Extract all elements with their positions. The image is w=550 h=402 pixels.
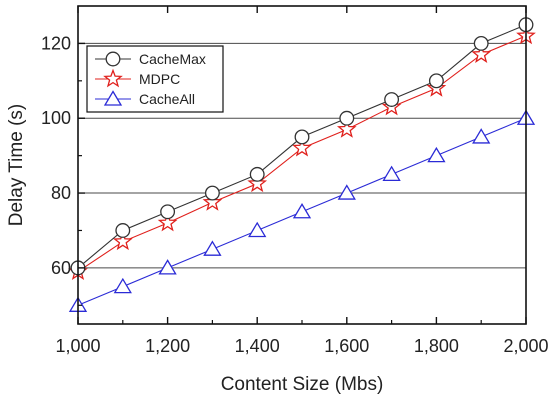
y-tick-label: 120 — [41, 33, 71, 53]
cachemax-point — [204, 185, 220, 201]
axis-ticks: 60 80 100 120 1,000 1,200 1,400 1,600 1,800 2,000 — [41, 6, 549, 356]
cacheall-point — [113, 277, 132, 294]
x-axis-title: Content Size (Mbs) — [221, 374, 384, 395]
cacheall-point — [337, 184, 356, 200]
x-tick-label: 1,200 — [145, 336, 190, 356]
x-tick-label: 1,600 — [324, 336, 369, 356]
mdpc-point — [247, 173, 268, 193]
x-tick-label: 1,400 — [235, 336, 280, 356]
cachemax-point — [428, 73, 444, 89]
cachemax-point — [339, 110, 355, 126]
y-tick-label: 60 — [51, 258, 71, 278]
legend-label-mdpc: MDPC — [139, 71, 180, 87]
cacheall-point — [472, 128, 491, 144]
y-tick-label: 100 — [41, 108, 71, 128]
legend: CacheMax MDPC CacheAll — [86, 45, 224, 113]
cacheall-point — [158, 259, 177, 275]
cachemax-point — [115, 223, 131, 238]
cachemax-point — [249, 166, 265, 182]
legend-marker-cacheall — [103, 90, 123, 106]
grid-lines — [78, 42, 526, 269]
x-tick-label: 1,800 — [414, 336, 459, 356]
x-tick-label: 2,000 — [503, 336, 548, 356]
legend-marker-cachemax — [105, 51, 121, 67]
mdpc-point — [202, 192, 223, 211]
cachemax-point — [160, 204, 176, 220]
mdpc-point — [336, 119, 357, 138]
mdpc-point — [157, 212, 178, 232]
cacheall-point — [203, 240, 222, 256]
mdpc-point — [471, 44, 492, 63]
cacheall-point — [382, 165, 401, 182]
series-cachemax — [70, 17, 534, 276]
legend-marker-mdpc — [103, 68, 123, 88]
mdpc-point — [112, 231, 133, 251]
cacheall-point — [248, 221, 267, 238]
y-axis-title: Delay Time (s) — [6, 104, 27, 226]
mdpc-point — [292, 137, 312, 157]
x-tick-label: 1,000 — [55, 336, 100, 356]
legend-label-cacheall: CacheAll — [139, 91, 195, 107]
cacheall-point — [427, 146, 446, 163]
cachemax-point — [473, 35, 489, 51]
legend-label-cachemax: CacheMax — [139, 51, 206, 67]
cachemax-point — [384, 92, 400, 107]
y-tick-label: 80 — [51, 183, 71, 203]
cacheall-point — [292, 202, 312, 219]
cachemax-point — [294, 129, 310, 145]
